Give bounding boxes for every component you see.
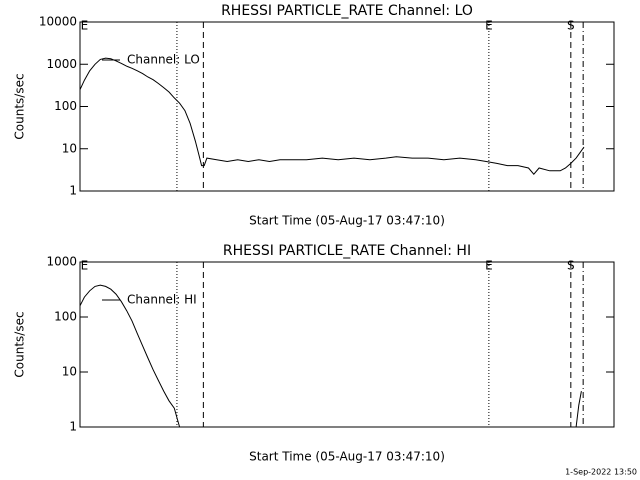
annotation: S: [567, 259, 575, 273]
series-line: [80, 284, 181, 427]
y-tick-label: 100: [54, 310, 77, 324]
series-line: [80, 57, 585, 175]
legend-label: Channel: HI: [127, 293, 197, 307]
footer: 1-Sep-2022 13:50: [565, 468, 637, 477]
y-tick-label: 100: [54, 99, 77, 113]
y-tick-label: 10000: [39, 15, 77, 29]
x-axis-label: Start Time (05-Aug-17 03:47:10): [249, 450, 445, 464]
chart-title: RHESSI PARTICLE_RATE Channel: LO: [221, 3, 473, 19]
annotation: E: [81, 259, 89, 273]
y-tick-label: 10: [62, 141, 77, 155]
legend-label: Channel: LO: [127, 53, 200, 67]
annotation: S: [567, 19, 575, 33]
y-tick-label: 1000: [46, 255, 77, 269]
chart-title: RHESSI PARTICLE_RATE Channel: HI: [223, 243, 471, 259]
x-axis-label: Start Time (05-Aug-17 03:47:10): [249, 214, 445, 228]
y-tick-label: 1: [69, 420, 77, 434]
plot-frame: [79, 261, 615, 428]
y-axis-label: Counts/sec: [13, 311, 27, 377]
annotation: E: [81, 19, 89, 33]
y-tick-label: 1: [69, 184, 77, 198]
y-axis-label: Counts/sec: [13, 73, 27, 139]
y-tick-label: 1000: [46, 57, 77, 71]
series-line: [575, 391, 582, 427]
y-tick-label: 10: [62, 365, 77, 379]
annotation: E: [485, 259, 493, 273]
annotation: E: [485, 19, 493, 33]
